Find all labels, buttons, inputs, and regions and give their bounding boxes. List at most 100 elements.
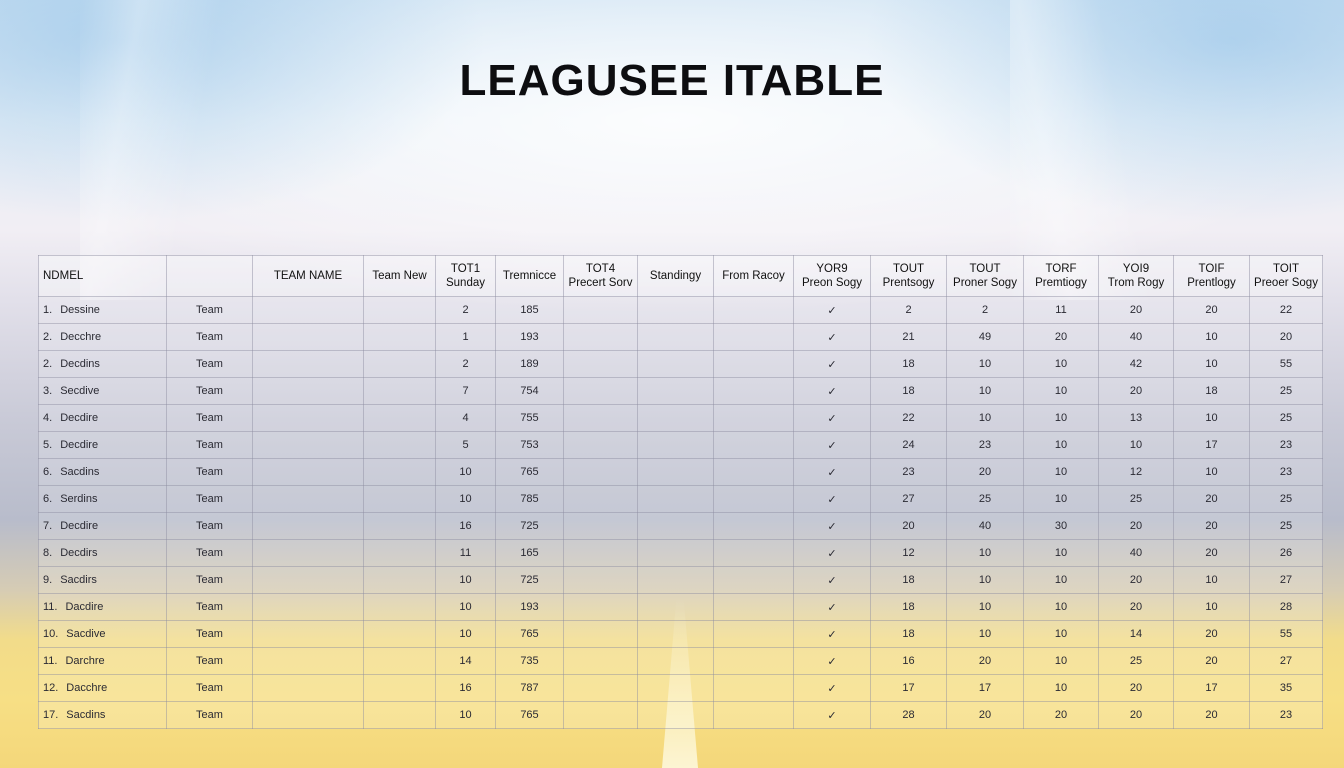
table-row[interactable]: 8. Decdirs Team 11 165 ✓ 12 10 10 40 20 26 — [38, 539, 1323, 567]
stat-cell: 40 — [1098, 539, 1174, 567]
sunday-cell: 16 — [435, 674, 496, 702]
table-row[interactable]: 11. Darchre Team 14 735 ✓ 16 20 10 25 20 27 — [38, 647, 1323, 675]
empty-cell — [363, 323, 436, 351]
stat-cell: 25 — [1098, 485, 1174, 513]
table-row[interactable]: 7. Decdire Team 16 725 ✓ 20 40 30 20 20 25 — [38, 512, 1323, 540]
column-header[interactable]: TOIT Preoer Sogy — [1249, 255, 1323, 297]
table-row[interactable]: 1. Dessine Team 2 185 ✓ 2 2 11 20 20 22 — [38, 296, 1323, 324]
team-cell: Team — [166, 539, 253, 567]
player-name: Dessine — [60, 304, 100, 316]
empty-cell — [363, 377, 436, 405]
column-header[interactable]: TOIF Prentlogy — [1173, 255, 1250, 297]
stat-cell: 10 — [946, 539, 1024, 567]
empty-cell — [637, 458, 714, 486]
table-row[interactable]: 2. Decdins Team 2 189 ✓ 18 10 10 42 10 55 — [38, 350, 1323, 378]
rank-name-cell: 9. Sacdirs — [38, 566, 167, 594]
stat-cell: 10 — [946, 350, 1024, 378]
check-icon: ✓ — [793, 350, 871, 378]
column-header[interactable]: Standingy — [637, 255, 714, 297]
empty-cell — [713, 593, 794, 621]
stat-cell: 20 — [1098, 296, 1174, 324]
stat-cell: 17 — [870, 674, 947, 702]
column-header[interactable]: TOUT Proner Sogy — [946, 255, 1024, 297]
stat-cell: 10 — [946, 620, 1024, 648]
check-icon: ✓ — [793, 296, 871, 324]
empty-cell — [713, 485, 794, 513]
stat-cell: 23 — [1249, 458, 1323, 486]
stat-cell: 10 — [1173, 404, 1250, 432]
table-row[interactable]: 11. Dacdire Team 10 193 ✓ 18 10 10 20 10 28 — [38, 593, 1323, 621]
rank-name-cell: 11. Darchre — [38, 647, 167, 675]
sunday-cell: 11 — [435, 539, 496, 567]
table-row[interactable]: 3. Secdive Team 7 754 ✓ 18 10 10 20 18 25 — [38, 377, 1323, 405]
column-header[interactable] — [166, 255, 253, 297]
empty-cell — [637, 539, 714, 567]
column-header[interactable]: TOT4 Precert Sorv — [563, 255, 638, 297]
column-header[interactable]: From Racoy — [713, 255, 794, 297]
table-row[interactable]: 6. Serdins Team 10 785 ✓ 27 25 10 25 20 25 — [38, 485, 1323, 513]
stat-cell: 55 — [1249, 350, 1323, 378]
stat-cell: 20 — [1249, 323, 1323, 351]
tremnicce-cell: 185 — [495, 296, 564, 324]
player-name: Sacdins — [60, 466, 100, 478]
rank: 6. — [43, 493, 53, 505]
stat-cell: 35 — [1249, 674, 1323, 702]
stat-cell: 18 — [870, 620, 947, 648]
table-row[interactable]: 5. Decdire Team 5 753 ✓ 24 23 10 10 17 23 — [38, 431, 1323, 459]
empty-cell — [637, 593, 714, 621]
empty-cell — [713, 539, 794, 567]
empty-cell — [637, 674, 714, 702]
stat-cell: 18 — [1173, 377, 1250, 405]
column-header[interactable]: TORF Premtiogy — [1023, 255, 1099, 297]
stat-cell: 10 — [946, 377, 1024, 405]
empty-cell — [363, 350, 436, 378]
stat-cell: 22 — [870, 404, 947, 432]
empty-cell — [713, 323, 794, 351]
stat-cell: 12 — [1098, 458, 1174, 486]
empty-cell — [563, 458, 638, 486]
column-header[interactable]: TOUT Prentsogy — [870, 255, 947, 297]
table-row[interactable]: 6. Sacdins Team 10 765 ✓ 23 20 10 12 10 23 — [38, 458, 1323, 486]
table-row[interactable]: 17. Sacdins Team 10 765 ✓ 28 20 20 20 20 23 — [38, 701, 1323, 729]
empty-cell — [563, 323, 638, 351]
stat-cell: 18 — [870, 377, 947, 405]
table-row[interactable]: 10. Sacdive Team 10 765 ✓ 18 10 10 14 20 55 — [38, 620, 1323, 648]
player-name: Decdins — [60, 358, 100, 370]
empty-cell — [252, 512, 364, 540]
column-header[interactable]: TEAM NAME — [252, 255, 364, 297]
check-icon: ✓ — [793, 674, 871, 702]
team-cell: Team — [166, 566, 253, 594]
table-row[interactable]: 4. Decdire Team 4 755 ✓ 22 10 10 13 10 25 — [38, 404, 1323, 432]
team-cell: Team — [166, 458, 253, 486]
empty-cell — [252, 566, 364, 594]
empty-cell — [563, 674, 638, 702]
check-icon: ✓ — [793, 512, 871, 540]
column-header[interactable]: Tremnicce — [495, 255, 564, 297]
table-row[interactable]: 9. Sacdirs Team 10 725 ✓ 18 10 10 20 10 27 — [38, 566, 1323, 594]
empty-cell — [363, 296, 436, 324]
table-row[interactable]: 12. Dacchre Team 16 787 ✓ 17 17 10 20 17 35 — [38, 674, 1323, 702]
stat-cell: 20 — [1173, 701, 1250, 729]
player-name: Sacdins — [66, 709, 106, 721]
tremnicce-cell: 735 — [495, 647, 564, 675]
column-header[interactable]: TOT1 Sunday — [435, 255, 496, 297]
stat-cell: 20 — [1098, 701, 1174, 729]
stat-cell: 20 — [946, 701, 1024, 729]
stat-cell: 2 — [870, 296, 947, 324]
stat-cell: 26 — [1249, 539, 1323, 567]
rank: 4. — [43, 412, 53, 424]
empty-cell — [713, 458, 794, 486]
column-header[interactable]: NDMEL — [38, 255, 167, 297]
stat-cell: 20 — [1173, 647, 1250, 675]
column-header[interactable]: Team New — [363, 255, 436, 297]
stat-cell: 20 — [870, 512, 947, 540]
column-header[interactable]: YOR9 Preon Sogy — [793, 255, 871, 297]
empty-cell — [713, 377, 794, 405]
table-row[interactable]: 2. Decchre Team 1 193 ✓ 21 49 20 40 10 20 — [38, 323, 1323, 351]
empty-cell — [252, 539, 364, 567]
check-icon: ✓ — [793, 323, 871, 351]
column-header[interactable]: YOI9 Trom Rogy — [1098, 255, 1174, 297]
empty-cell — [713, 350, 794, 378]
player-name: Secdive — [60, 385, 100, 397]
empty-cell — [252, 485, 364, 513]
